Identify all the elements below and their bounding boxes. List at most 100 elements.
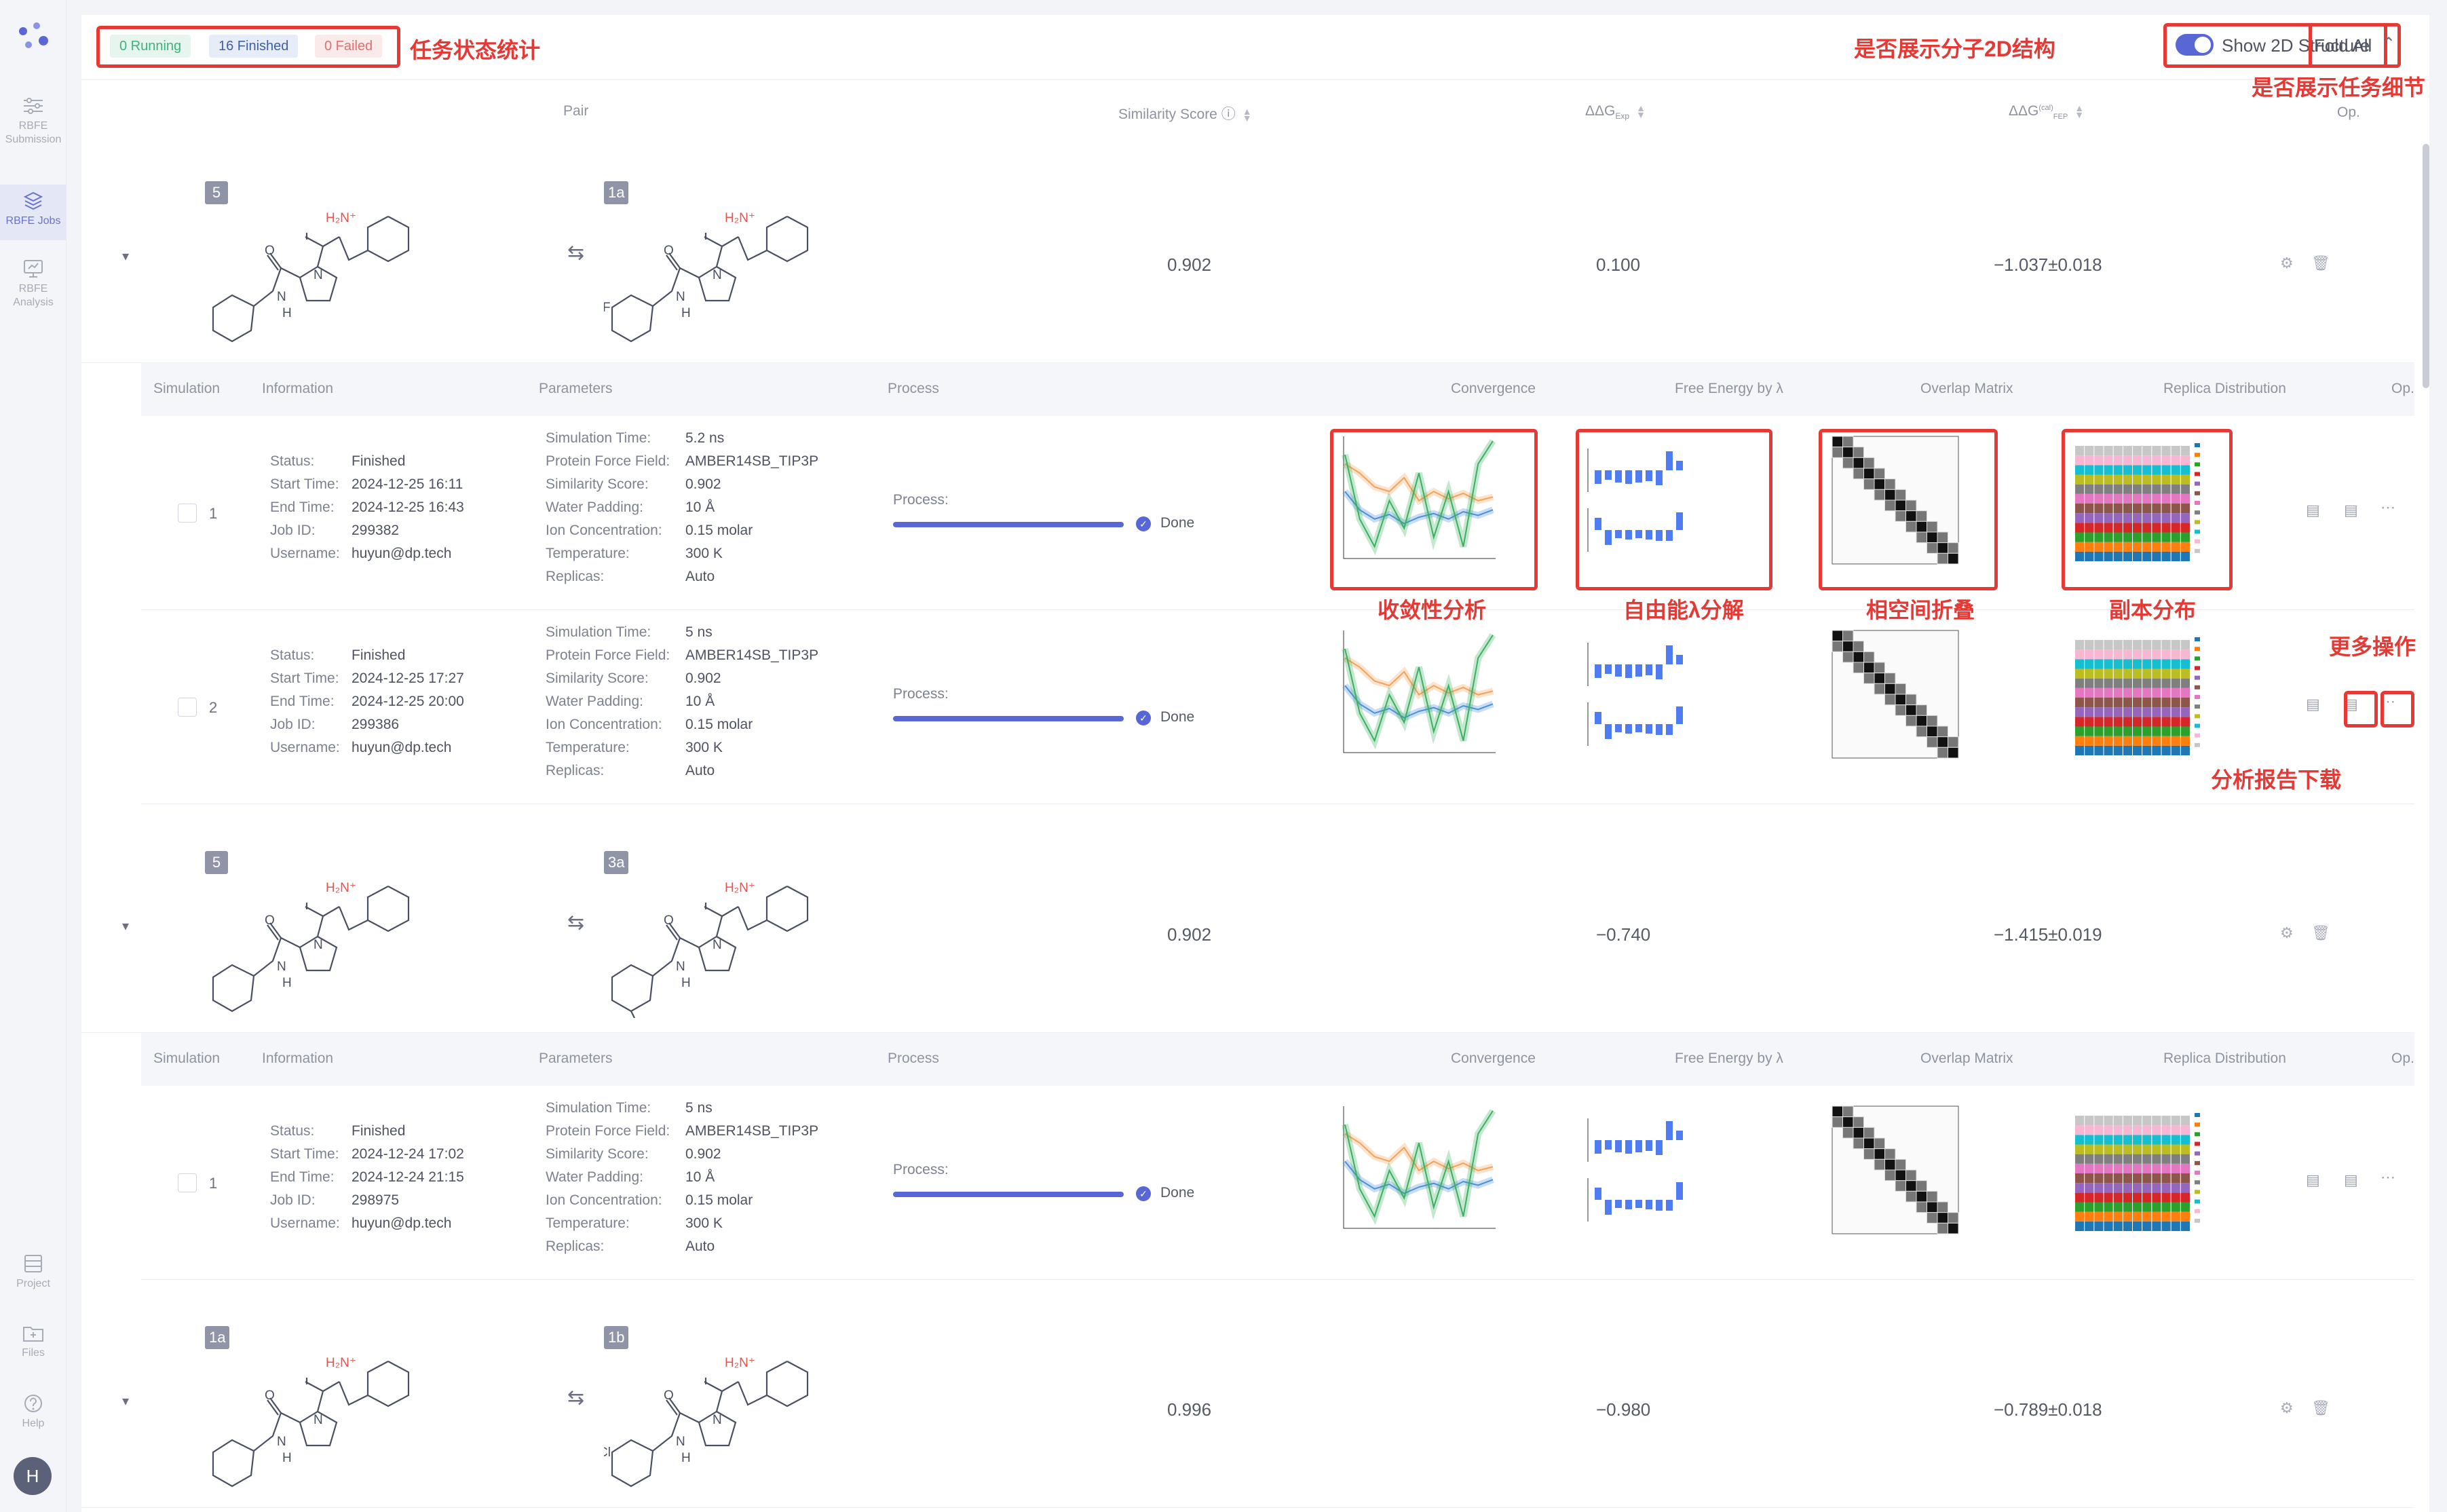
convergence-plot[interactable] bbox=[1330, 1102, 1500, 1238]
more-icon[interactable]: ⋯ bbox=[2380, 693, 2395, 710]
pair-row[interactable]: ▾ 5 1a H₂N⁺ O N N H H₂N⁺ O N N H F ⇆ 0.902 0.100 −1.037±0… bbox=[81, 139, 2414, 363]
param-line: Simulation Time: 5 ns bbox=[546, 1097, 713, 1120]
overlap-matrix-plot[interactable] bbox=[1825, 626, 1965, 762]
simulation-row[interactable]: 2 Status: Finished Start Time: 2024-12-25 17… bbox=[141, 610, 2414, 804]
main-panel: 0 Running 16 Finished 0 Failed 任务状态统计 是否… bbox=[81, 15, 2429, 1512]
detail-header-information: Information bbox=[262, 381, 334, 396]
free-energy-plot[interactable] bbox=[1580, 626, 1743, 762]
sidebar-item-files[interactable]: Files bbox=[0, 1322, 67, 1360]
sidebar-item-rbfe-submission[interactable]: RBFE Submission bbox=[0, 95, 67, 147]
param-value: 0.902 bbox=[685, 476, 721, 492]
replica-distribution-plot[interactable] bbox=[2066, 626, 2215, 762]
detail-header-parameters: Parameters bbox=[539, 1051, 613, 1066]
detail-header-op: Op. bbox=[2391, 1051, 2414, 1066]
simulation-number: 1 bbox=[209, 505, 218, 522]
info-value: huyun@dp.tech bbox=[352, 546, 452, 561]
report-icon[interactable]: ▤ bbox=[2306, 502, 2320, 518]
convergence-plot[interactable] bbox=[1330, 626, 1500, 762]
download-report-icon[interactable]: ▤ bbox=[2344, 502, 2358, 518]
info-label: End Time: bbox=[270, 499, 335, 515]
param-line: Replicas: Auto bbox=[546, 1235, 715, 1258]
simulation-row[interactable]: 1 Status: Finished Start Time: 2024-12-24 17… bbox=[141, 1086, 2414, 1280]
stack-icon bbox=[23, 191, 43, 210]
free-energy-plot[interactable] bbox=[1580, 1102, 1743, 1238]
param-value: AMBER14SB_TIP3P bbox=[685, 1123, 819, 1139]
fold-all-button[interactable]: Fold All bbox=[2314, 35, 2372, 56]
row-checkbox[interactable] bbox=[178, 504, 197, 523]
show-2d-toggle[interactable] bbox=[2176, 34, 2214, 56]
replica-distribution-plot[interactable] bbox=[2066, 432, 2215, 568]
param-line: Similarity Score: 0.902 bbox=[546, 473, 721, 496]
app-logo[interactable] bbox=[14, 19, 54, 60]
sidebar-item-label: Help bbox=[22, 1418, 45, 1429]
param-label: Water Padding: bbox=[546, 1169, 643, 1185]
trash-icon[interactable]: 🗑 bbox=[2311, 924, 2330, 941]
process-label: Process: bbox=[893, 1162, 949, 1177]
pair-row[interactable]: ▾ 5 3a H₂N⁺ O N N H H₂N⁺ O N N H ⇆ 0.902 −0.740 −1.415±0… bbox=[81, 809, 2414, 1033]
download-report-icon[interactable]: ▤ bbox=[2344, 696, 2358, 713]
avatar[interactable]: H bbox=[14, 1457, 52, 1495]
running-badge[interactable]: 0 Running bbox=[110, 35, 191, 58]
sort-icon[interactable]: ▲ ▼ bbox=[1636, 102, 1646, 121]
more-icon[interactable]: ⋯ bbox=[2380, 1169, 2395, 1186]
chevron-down-icon[interactable]: ▾ bbox=[122, 249, 130, 264]
info-value: Finished bbox=[352, 1123, 406, 1139]
ddg-exp-value: 0.100 bbox=[1596, 254, 1641, 275]
info-label: Username: bbox=[270, 546, 340, 561]
sort-icon[interactable]: ▲ ▼ bbox=[2074, 102, 2085, 121]
sidebar-item-rbfe-jobs[interactable]: RBFE Jobs bbox=[0, 185, 67, 240]
trash-icon[interactable]: 🗑 bbox=[2311, 254, 2330, 271]
info-value: 299386 bbox=[352, 717, 400, 732]
vertical-scrollbar[interactable] bbox=[2423, 144, 2429, 388]
settings-icon[interactable]: ⚙ bbox=[2280, 254, 2294, 271]
more-icon[interactable]: ⋯ bbox=[2380, 499, 2395, 516]
info-icon[interactable]: ⓘ bbox=[1221, 107, 1236, 122]
settings-icon[interactable]: ⚙ bbox=[2280, 1399, 2294, 1416]
row-checkbox[interactable] bbox=[178, 1173, 197, 1192]
chevron-down-icon[interactable]: ▾ bbox=[122, 919, 130, 934]
param-value: Auto bbox=[685, 569, 715, 584]
chevron-down-icon[interactable]: ▾ bbox=[122, 1394, 130, 1409]
detail-header-parameters: Parameters bbox=[539, 381, 613, 396]
atom-label: H₂N⁺ bbox=[326, 881, 356, 895]
overlap-matrix-plot[interactable] bbox=[1825, 432, 1965, 568]
param-label: Simulation Time: bbox=[546, 624, 651, 640]
detail-header-overlap: Overlap Matrix bbox=[1920, 381, 2013, 396]
info-line: Username: huyun@dp.tech bbox=[270, 736, 451, 759]
param-line: Temperature: 300 K bbox=[546, 736, 723, 759]
header-similarity[interactable]: Similarity Score ⓘ ▲ ▼ bbox=[1118, 103, 1252, 124]
row-checkbox[interactable] bbox=[178, 698, 197, 717]
download-report-icon[interactable]: ▤ bbox=[2344, 1171, 2358, 1188]
convergence-plot[interactable] bbox=[1330, 432, 1500, 568]
sidebar-item-help[interactable]: Help bbox=[0, 1393, 67, 1431]
info-line: Status: Finished bbox=[270, 450, 405, 473]
sidebar-item-rbfe-analysis[interactable]: RBFE Analysis bbox=[0, 258, 67, 309]
param-value: 300 K bbox=[685, 546, 723, 561]
done-status: Done bbox=[1136, 1185, 1194, 1201]
header-ddg-exp[interactable]: ΔΔGExp ▲ ▼ bbox=[1585, 103, 1646, 121]
finished-badge[interactable]: 16 Finished bbox=[209, 35, 299, 58]
report-icon[interactable]: ▤ bbox=[2306, 696, 2320, 713]
simulation-row[interactable]: 1 Status: Finished Start Time: 2024-12-25 16… bbox=[141, 416, 2414, 610]
ligand-a-tag: 5 bbox=[205, 851, 228, 874]
ddg-exp-value: −0.740 bbox=[1596, 924, 1651, 945]
monitor-icon bbox=[24, 260, 43, 278]
sidebar-item-project[interactable]: Project bbox=[0, 1253, 67, 1291]
atom-label: H₂N⁺ bbox=[326, 1356, 356, 1370]
header-ddg-fep[interactable]: ΔΔG(cal)FEP ▲ ▼ bbox=[2009, 103, 2084, 121]
report-icon[interactable]: ▤ bbox=[2306, 1171, 2320, 1188]
replica-distribution-plot[interactable] bbox=[2066, 1102, 2215, 1238]
param-value: 300 K bbox=[685, 1215, 723, 1231]
pair-row[interactable]: ▾1a1bH₂N⁺ONNHH₂N⁺ONNHCl⇆0.996−0.980−0.78… bbox=[81, 1284, 2414, 1508]
process-label: Process: bbox=[893, 492, 949, 508]
trash-icon[interactable]: 🗑 bbox=[2311, 1399, 2330, 1416]
info-value: 2024-12-24 17:02 bbox=[352, 1146, 464, 1162]
failed-badge[interactable]: 0 Failed bbox=[315, 35, 383, 58]
param-line: Similarity Score: 0.902 bbox=[546, 667, 721, 690]
settings-icon[interactable]: ⚙ bbox=[2280, 924, 2294, 941]
free-energy-plot[interactable] bbox=[1580, 432, 1743, 568]
sidebar-item-label: Project bbox=[16, 1278, 50, 1289]
chevrons-icon[interactable]: ⌃ bbox=[2382, 35, 2396, 53]
sort-icon[interactable]: ▲ ▼ bbox=[1242, 106, 1252, 124]
overlap-matrix-plot[interactable] bbox=[1825, 1102, 1965, 1238]
